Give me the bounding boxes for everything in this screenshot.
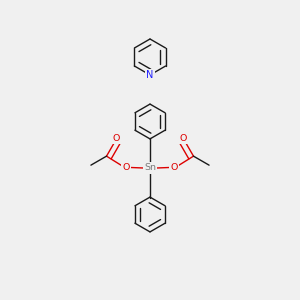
Text: N: N [146, 70, 154, 80]
Text: O: O [122, 163, 130, 172]
Text: O: O [113, 134, 120, 143]
Text: O: O [170, 163, 178, 172]
Text: O: O [180, 134, 187, 143]
Text: Sn: Sn [144, 164, 156, 172]
